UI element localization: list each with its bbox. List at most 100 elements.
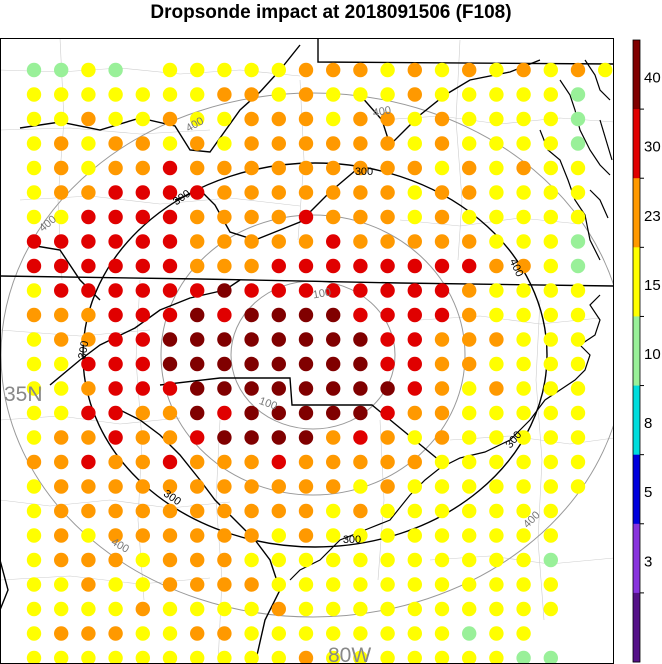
dropsonde-point-dark-red <box>326 332 341 347</box>
dropsonde-point-orange <box>190 454 205 470</box>
dropsonde-point-orange <box>217 577 232 592</box>
dropsonde-point-yellow <box>462 601 477 617</box>
dropsonde-point-yellow <box>108 111 123 127</box>
dropsonde-point-dark-red <box>380 381 395 396</box>
dropsonde-point-yellow <box>190 62 205 78</box>
dropsonde-point-yellow <box>516 405 531 421</box>
dropsonde-point-orange <box>271 601 286 617</box>
dropsonde-point-yellow <box>26 209 42 225</box>
dropsonde-point-orange <box>380 479 395 494</box>
dropsonde-point-orange <box>54 454 69 470</box>
dropsonde-point-orange <box>326 62 341 78</box>
dropsonde-point-orange <box>462 332 477 347</box>
dropsonde-point-orange <box>298 87 314 102</box>
dropsonde-point-yellow <box>135 650 150 664</box>
dropsonde-point-yellow <box>26 479 42 494</box>
dropsonde-point-orange <box>162 430 178 445</box>
colorbar-segment <box>633 247 640 317</box>
dropsonde-point-red <box>326 258 341 274</box>
dropsonde-point-red <box>81 258 96 274</box>
dropsonde-point-orange <box>217 185 232 200</box>
dropsonde-point-yellow <box>162 626 178 641</box>
dropsonde-point-yellow <box>81 160 96 176</box>
dropsonde-point-red <box>407 381 422 396</box>
dropsonde-point-orange <box>108 552 123 568</box>
dropsonde-point-yellow <box>570 307 586 323</box>
dropsonde-point-red <box>135 381 150 396</box>
dropsonde-point-red <box>108 258 123 274</box>
dropsonde-point-orange <box>190 577 205 592</box>
dropsonde-point-yellow <box>516 479 531 494</box>
dropsonde-point-yellow <box>570 430 586 445</box>
dropsonde-point-red <box>162 234 178 249</box>
dropsonde-point-yellow <box>516 307 531 323</box>
dropsonde-point-yellow <box>26 430 42 445</box>
dropsonde-point-dark-red <box>162 356 178 372</box>
dropsonde-point-orange <box>244 479 259 494</box>
dropsonde-point-orange <box>108 136 123 151</box>
dropsonde-point-red <box>135 356 150 372</box>
dropsonde-point-orange <box>54 503 69 519</box>
dropsonde-point-yellow <box>434 479 450 494</box>
dropsonde-point-yellow <box>489 650 504 664</box>
dropsonde-point-yellow <box>353 528 368 543</box>
dropsonde-point-red <box>135 332 150 347</box>
dropsonde-point-yellow <box>353 87 368 102</box>
colorbar-segment <box>633 40 640 110</box>
dropsonde-point-orange <box>244 258 259 274</box>
dropsonde-point-yellow <box>407 209 422 225</box>
dropsonde-point-yellow <box>81 136 96 151</box>
dropsonde-point-dark-red <box>244 430 259 445</box>
dropsonde-point-yellow <box>326 552 341 568</box>
dropsonde-point-red <box>380 283 395 298</box>
dropsonde-point-yellow <box>407 577 422 592</box>
dropsonde-point-dark-red <box>244 332 259 347</box>
dropsonde-point-yellow <box>54 405 69 421</box>
dropsonde-point-orange <box>298 503 314 519</box>
dropsonde-point-green <box>26 62 42 78</box>
dropsonde-point-yellow <box>462 381 477 396</box>
dropsonde-point-yellow <box>271 87 286 102</box>
dropsonde-point-orange <box>462 185 477 200</box>
dropsonde-point-yellow <box>407 626 422 641</box>
dropsonde-point-yellow <box>353 552 368 568</box>
dropsonde-point-yellow <box>271 528 286 543</box>
dropsonde-point-red <box>217 307 232 323</box>
range-ring-label: 100 <box>312 286 332 301</box>
dropsonde-point-orange <box>489 381 504 396</box>
dropsonde-point-yellow <box>54 381 69 396</box>
dropsonde-point-yellow <box>543 136 558 151</box>
dropsonde-point-red <box>380 258 395 274</box>
dropsonde-point-orange <box>162 528 178 543</box>
dropsonde-point-yellow <box>353 577 368 592</box>
dropsonde-point-red <box>162 209 178 225</box>
dropsonde-point-yellow <box>516 503 531 519</box>
dropsonde-point-red <box>298 283 314 298</box>
dropsonde-point-orange <box>434 381 450 396</box>
colorbar-frame <box>632 39 641 663</box>
dropsonde-point-orange <box>81 577 96 592</box>
dropsonde-points <box>26 62 613 664</box>
dropsonde-point-orange <box>190 209 205 225</box>
dropsonde-point-orange <box>54 136 69 151</box>
dropsonde-point-yellow <box>516 552 531 568</box>
dropsonde-point-dark-red <box>244 356 259 372</box>
dropsonde-point-red <box>81 454 96 470</box>
dropsonde-point-orange <box>380 136 395 151</box>
dropsonde-point-red <box>462 258 477 274</box>
dropsonde-point-red <box>434 307 450 323</box>
dropsonde-point-orange <box>190 258 205 274</box>
dropsonde-point-dark-red <box>326 307 341 323</box>
dropsonde-point-orange <box>81 381 96 396</box>
dropsonde-point-orange <box>434 405 450 421</box>
dropsonde-point-red <box>135 258 150 274</box>
dropsonde-point-yellow <box>26 356 42 372</box>
dropsonde-point-orange <box>244 234 259 249</box>
dropsonde-point-yellow <box>244 601 259 617</box>
dropsonde-point-orange <box>108 626 123 641</box>
dropsonde-point-orange <box>489 258 504 274</box>
range-ring-label: 300 <box>76 340 91 360</box>
dropsonde-point-orange <box>135 430 150 445</box>
dropsonde-point-yellow <box>516 332 531 347</box>
